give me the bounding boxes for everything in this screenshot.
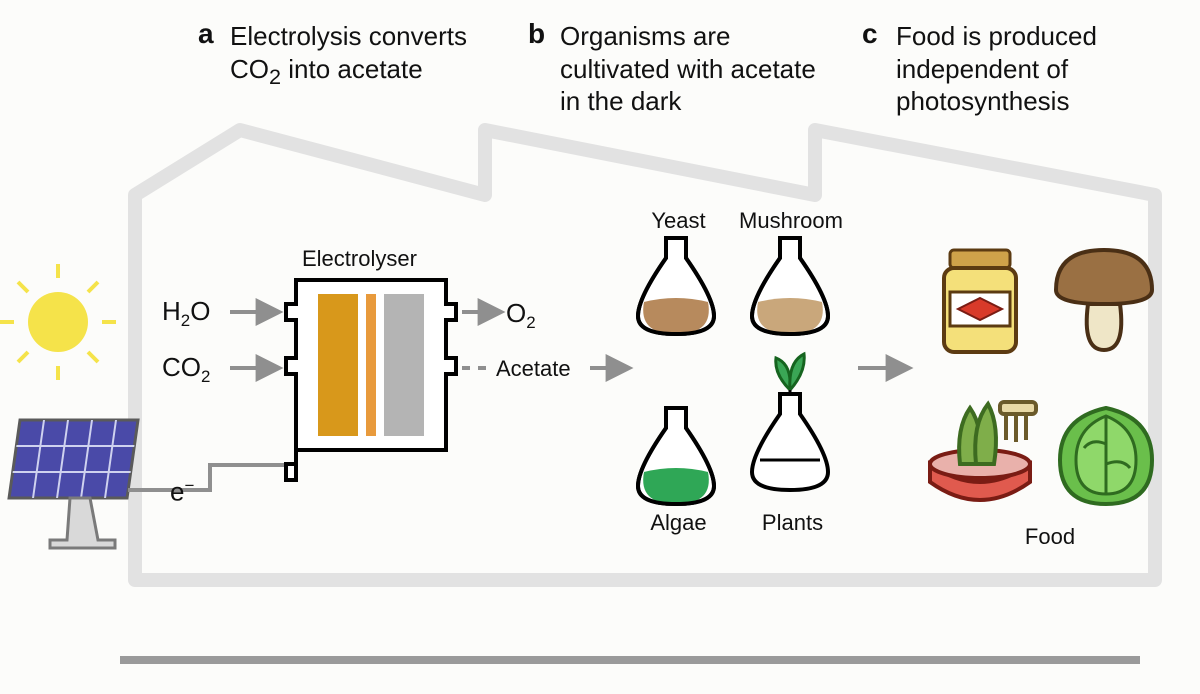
sun-icon (0, 264, 116, 380)
panel-letter-a: a (198, 18, 214, 50)
label-electron: e− (170, 476, 194, 508)
bottom-divider (120, 656, 1140, 664)
label-plants: Plants (750, 510, 835, 536)
electrolyser-icon (286, 280, 456, 480)
panel-letter-b: b (528, 18, 545, 50)
label-acetate: Acetate (496, 356, 571, 382)
solar-panel-icon (9, 420, 138, 548)
panel-letter-c: c (862, 18, 878, 50)
label-yeast: Yeast (636, 208, 721, 234)
heading-a: Electrolysis converts CO2 into acetate (230, 20, 510, 90)
label-electrolyser: Electrolyser (302, 246, 417, 272)
electron-wire (128, 465, 296, 490)
label-o2: O2 (506, 298, 536, 333)
label-mushroom: Mushroom (736, 208, 846, 234)
food-icons (930, 250, 1152, 504)
jar-icon (944, 250, 1016, 352)
label-h2o: H2O (162, 296, 210, 331)
noodles-icon (930, 402, 1036, 500)
label-algae: Algae (636, 510, 721, 536)
label-co2: CO2 (162, 352, 210, 387)
heading-c: Food is produced independent of photosyn… (896, 20, 1176, 118)
mushroom-icon (1056, 250, 1152, 350)
heading-b: Organisms are cultivated with acetate in… (560, 20, 840, 118)
label-food: Food (1010, 524, 1090, 550)
lettuce-icon (1060, 408, 1152, 504)
flasks (638, 238, 828, 504)
